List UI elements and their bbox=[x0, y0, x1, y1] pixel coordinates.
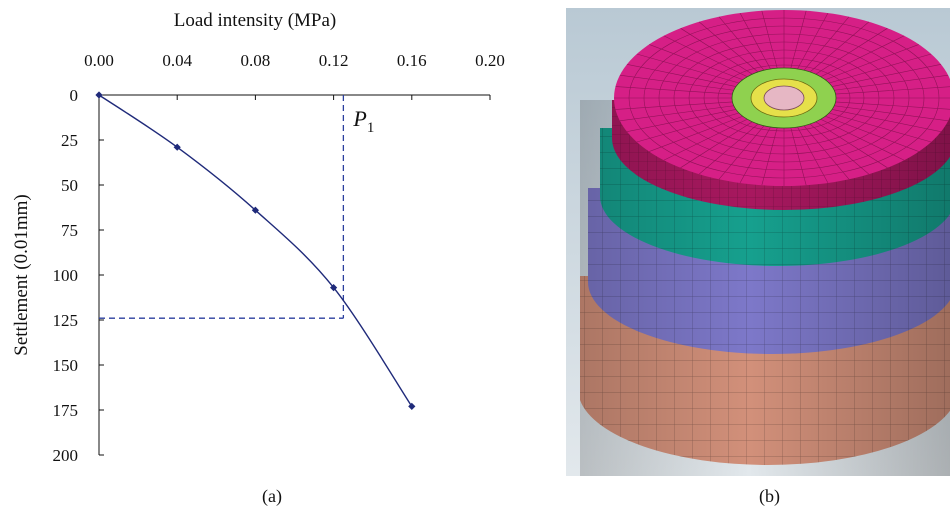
x-ticks: 0.00 0.04 0.08 0.12 0.16 0.20 bbox=[84, 51, 505, 100]
mesh-radial-line bbox=[636, 112, 740, 143]
data-point bbox=[95, 91, 103, 99]
mesh-radial-line bbox=[680, 27, 753, 75]
x-tick-label: 0.00 bbox=[84, 51, 114, 70]
mesh-radial-line bbox=[649, 115, 743, 152]
mesh-radial-line bbox=[739, 12, 771, 70]
y-tick-label: 175 bbox=[53, 401, 79, 420]
mesh-radial-line bbox=[619, 74, 734, 91]
loading-plate bbox=[763, 85, 805, 111]
mesh-radial-line bbox=[828, 112, 932, 143]
mesh-radial-line bbox=[663, 35, 748, 78]
mesh-radial-line bbox=[761, 10, 778, 69]
chart-axes: 0.00 0.04 0.08 0.12 0.16 0.20 0 25 50 75 100 125 15… bbox=[53, 51, 505, 465]
mesh-radial-line bbox=[649, 44, 743, 81]
mesh-radial-line bbox=[626, 64, 737, 87]
mesh-radial-line bbox=[831, 109, 942, 132]
mesh-radial-line bbox=[809, 123, 870, 175]
mesh-radial-line bbox=[803, 125, 850, 180]
mesh-radial-line bbox=[680, 121, 753, 169]
p1-label: P1 bbox=[352, 106, 374, 136]
mesh-radial-line bbox=[718, 125, 765, 180]
mesh-radial-line bbox=[835, 101, 950, 110]
y-tick-label: 75 bbox=[61, 221, 78, 240]
mesh-radial-line bbox=[698, 123, 759, 175]
x-tick-label: 0.16 bbox=[397, 51, 427, 70]
y-tick-label: 125 bbox=[53, 311, 79, 330]
y-tick-label: 0 bbox=[70, 86, 79, 105]
mesh-radial-line bbox=[761, 127, 778, 186]
settlement-chart: 0.00 0.04 0.08 0.12 0.16 0.20 0 25 50 75 100 125 15… bbox=[11, 10, 505, 465]
mesh-radial-line bbox=[803, 16, 850, 71]
x-tick-label: 0.20 bbox=[475, 51, 505, 70]
mesh-radial-line bbox=[809, 21, 870, 73]
mesh-radial-line bbox=[835, 86, 950, 95]
mesh-radial-line bbox=[831, 64, 942, 87]
data-point bbox=[251, 206, 259, 214]
mesh-radial-line bbox=[815, 27, 888, 75]
y-tick-label: 100 bbox=[53, 266, 79, 285]
mesh-radial-line bbox=[815, 121, 888, 169]
y-tick-label: 25 bbox=[61, 131, 78, 150]
mesh-radial-line bbox=[834, 74, 949, 91]
mesh-radial-line bbox=[790, 10, 807, 69]
mesh-radial-line bbox=[615, 86, 733, 95]
mesh-radial-line bbox=[619, 105, 734, 122]
data-point bbox=[330, 284, 338, 292]
y-tick-label: 50 bbox=[61, 176, 78, 195]
mesh-radial-line bbox=[790, 127, 807, 186]
series-line bbox=[98, 94, 413, 407]
y-tick-label: 200 bbox=[53, 446, 79, 465]
y-axis-label: Settlement (0.01mm) bbox=[11, 194, 32, 355]
mesh-radial-line bbox=[698, 21, 759, 73]
x-tick-label: 0.12 bbox=[319, 51, 349, 70]
mesh-radial-line bbox=[797, 12, 829, 70]
x-tick-label: 0.04 bbox=[162, 51, 192, 70]
mesh-radial-line bbox=[828, 53, 932, 84]
mesh-radial-line bbox=[825, 115, 919, 152]
mesh-radial-line bbox=[718, 16, 765, 71]
mesh-radial-line bbox=[615, 101, 733, 110]
p1-guide-lines bbox=[99, 95, 345, 319]
data-point bbox=[408, 402, 416, 410]
mesh-radial-line bbox=[663, 118, 748, 161]
mesh-radial-line bbox=[626, 109, 737, 132]
finite-element-model-image bbox=[566, 8, 950, 476]
mesh-radial-line bbox=[834, 105, 949, 122]
caption-a: (a) bbox=[262, 486, 282, 506]
series-layer bbox=[95, 91, 416, 410]
mesh-radial-line bbox=[820, 118, 905, 161]
x-tick-label: 0.08 bbox=[241, 51, 271, 70]
mesh-radial-line bbox=[820, 35, 905, 78]
y-ticks: 0 25 50 75 100 125 150 175 200 bbox=[53, 86, 104, 465]
mesh-radial-line bbox=[797, 126, 829, 184]
mesh-radial-line bbox=[825, 44, 919, 81]
caption-b: (b) bbox=[759, 486, 780, 506]
mesh-radial-line bbox=[739, 126, 771, 184]
data-point bbox=[173, 143, 181, 151]
y-tick-label: 150 bbox=[53, 356, 79, 375]
x-axis-label: Load intensity (MPa) bbox=[174, 10, 337, 31]
mesh-radial-line bbox=[636, 53, 740, 84]
